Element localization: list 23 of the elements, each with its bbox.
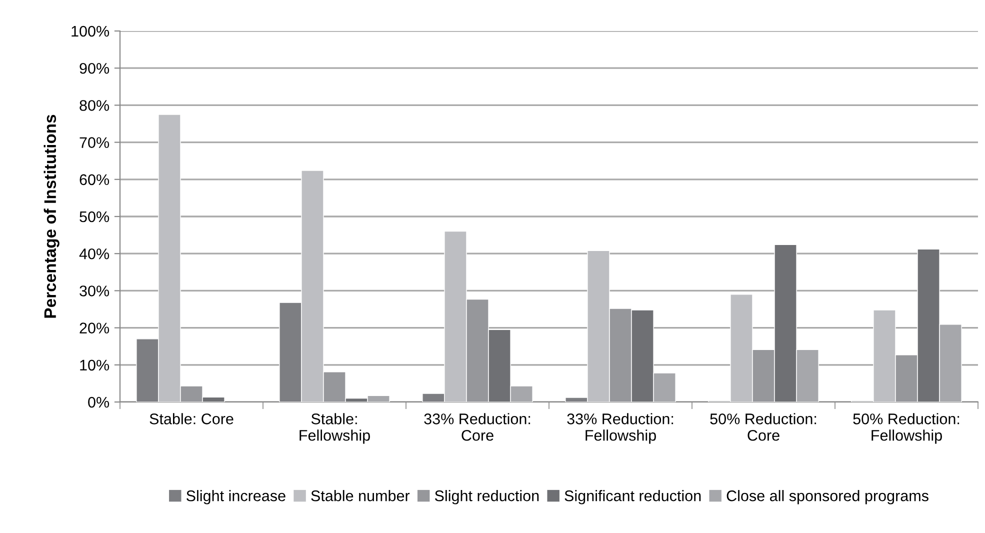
legend-label: Stable number: [311, 490, 410, 502]
x-tick-label: 50% Reduction: Fellowship: [853, 413, 960, 444]
y-tick-label: 10%: [80, 360, 110, 371]
y-tick-label: 40%: [79, 248, 110, 260]
y-tick-label: 0%: [88, 396, 110, 408]
y-tick-label: 100%: [72, 26, 110, 37]
x-tick-label: Stable: Core: [150, 413, 234, 424]
legend-label: Significant reduction: [564, 490, 701, 504]
y-tick-label: 90%: [80, 62, 110, 74]
x-tick-label: Stable: Fellowship: [300, 413, 370, 444]
x-tick-label: 33% Reduction: Fellowship: [567, 413, 674, 444]
y-tick-label: 60%: [80, 174, 110, 186]
legend-label: Slight increase: [186, 490, 286, 504]
x-tick-label: 50% Reduction: Core: [710, 413, 816, 441]
y-tick-label: 80%: [80, 100, 110, 111]
y-tick-label: 50%: [80, 211, 110, 222]
legend-label: Close all sponsored programs: [726, 490, 928, 504]
legend-label: Slight reduction: [434, 490, 539, 504]
y-tick-label: 70%: [80, 137, 110, 148]
x-tick-label: 33% Reduction: Core: [424, 413, 530, 441]
y-tick-label: 30%: [80, 286, 110, 296]
y-axis-title: Percentage of Institutions: [44, 114, 60, 318]
y-tick-label: 20%: [80, 322, 110, 334]
